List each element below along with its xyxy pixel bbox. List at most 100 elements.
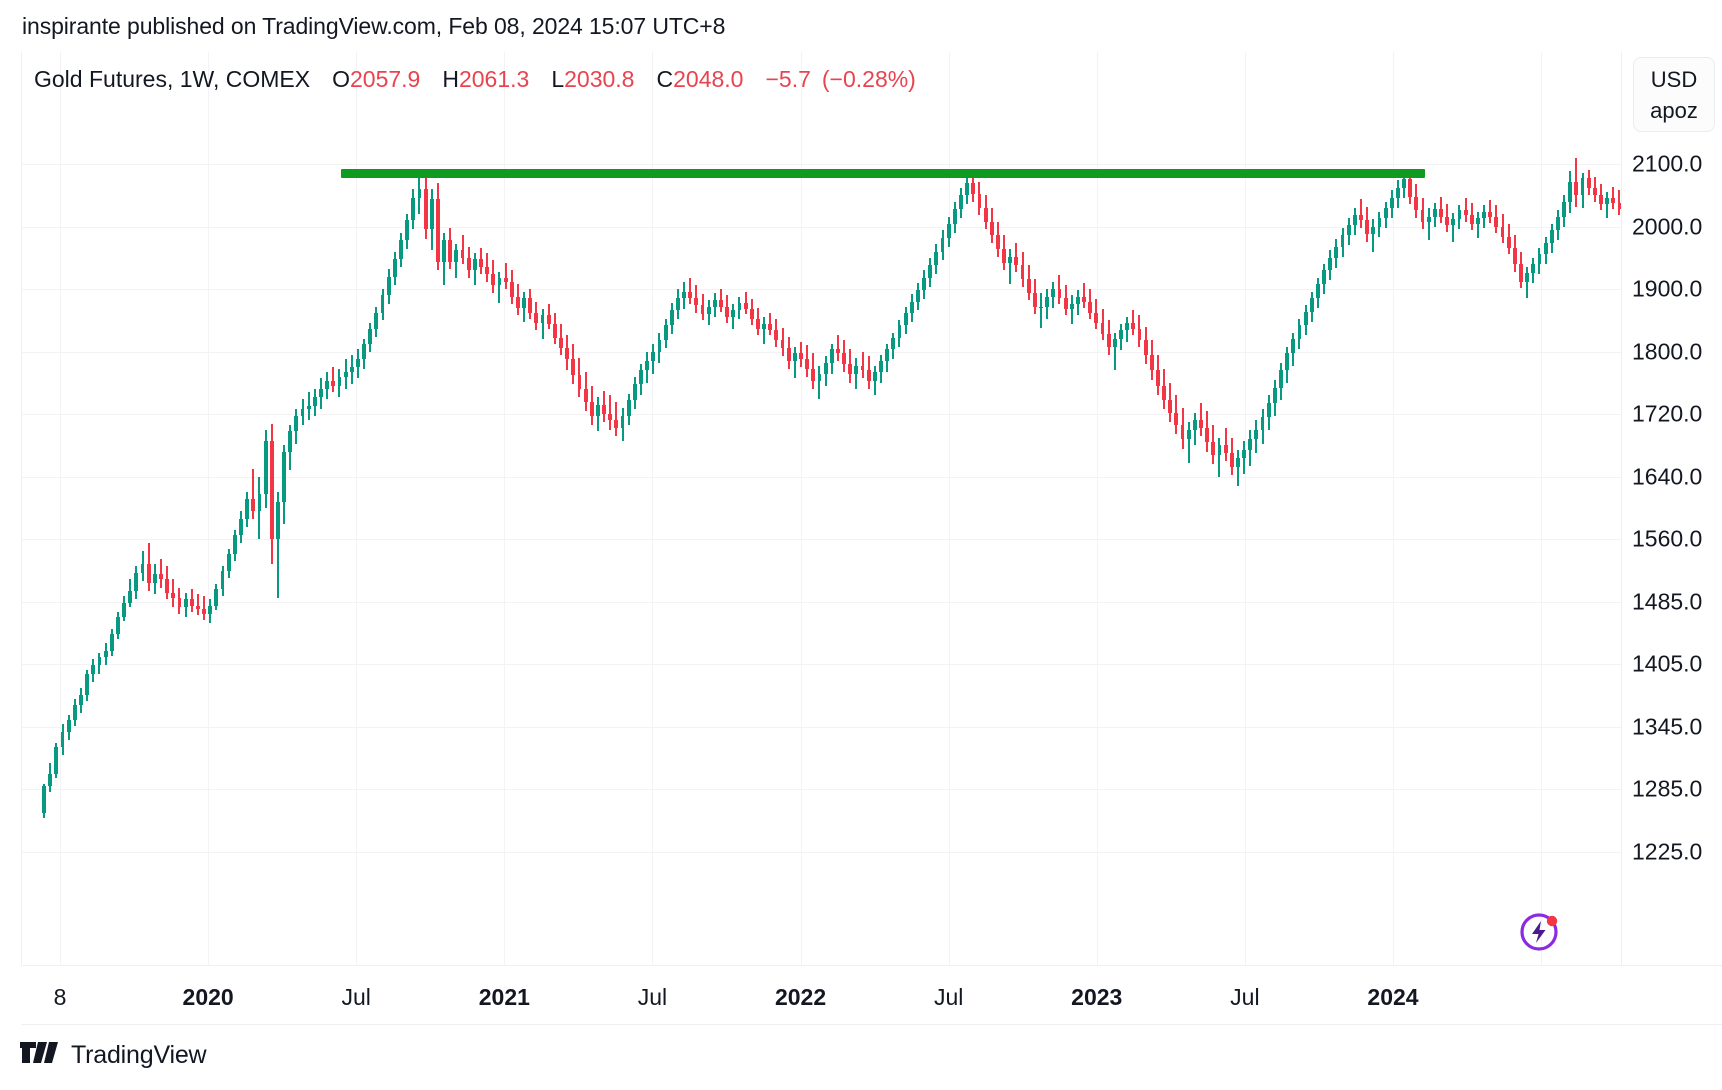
candle-body <box>282 451 286 502</box>
candle-body <box>706 306 711 315</box>
candle-body <box>848 364 853 374</box>
candle-body <box>534 312 539 323</box>
chart-plot-area[interactable] <box>21 52 1621 965</box>
candle-body <box>1082 296 1086 302</box>
candle-body <box>891 337 896 350</box>
resistance-line[interactable] <box>341 169 1425 179</box>
candle-body <box>909 301 914 313</box>
candle-body <box>392 259 397 277</box>
candle-body <box>171 592 176 598</box>
price-tick-label: 1405.0 <box>1632 650 1703 677</box>
vertical-gridline <box>800 52 802 965</box>
candle-body <box>1383 207 1388 218</box>
candle-body <box>1217 445 1222 455</box>
candle-body <box>589 401 594 416</box>
candle-body <box>952 209 957 225</box>
candle-body <box>60 732 65 747</box>
candle-wick <box>1489 200 1492 223</box>
candle-body <box>1180 425 1185 440</box>
candle-wick <box>689 277 692 305</box>
candle-body <box>66 719 71 733</box>
candle-body <box>762 324 766 330</box>
candle-body <box>1236 457 1240 468</box>
candle-body <box>676 297 680 311</box>
horizontal-gridline <box>21 664 1621 666</box>
unit-label: apoz <box>1650 97 1698 123</box>
candle-body <box>1168 400 1173 413</box>
price-tick-label: 1640.0 <box>1632 463 1703 490</box>
candle-body <box>916 290 920 302</box>
candle-body <box>528 297 533 313</box>
candle-body <box>516 296 520 308</box>
candle-wick <box>1200 403 1202 437</box>
candle-body <box>1272 387 1277 404</box>
vertical-gridline <box>208 52 210 965</box>
candle-body <box>1500 226 1505 237</box>
candle-body <box>239 518 243 535</box>
horizontal-gridline <box>21 289 1621 291</box>
candle-body <box>694 297 699 306</box>
candle-body <box>109 633 114 652</box>
candle-body <box>1162 386 1166 401</box>
candle-body <box>423 189 428 230</box>
candle-body <box>743 302 748 310</box>
candle-body <box>1519 264 1523 282</box>
candle-body <box>1322 270 1326 285</box>
candle-wick <box>203 595 206 620</box>
time-axis[interactable]: 8 2020 Jul 2021 Jul 2022 Jul 2023 Jul 2024 <box>21 965 1722 1025</box>
candle-wick <box>1218 437 1221 477</box>
candle-body <box>386 276 391 296</box>
horizontal-gridline <box>21 164 1621 165</box>
candle-body <box>1420 210 1425 222</box>
candle-body <box>602 404 606 415</box>
candle-wick <box>1187 422 1190 463</box>
candle-body <box>786 347 791 361</box>
candle-body <box>780 340 785 348</box>
horizontal-gridline <box>21 226 1621 228</box>
candle-body <box>946 224 951 238</box>
candle-body <box>1580 177 1585 196</box>
candle-wick <box>461 235 464 265</box>
candle-body <box>872 371 877 382</box>
price-tick-label: 1800.0 <box>1632 338 1703 365</box>
candle-body <box>1346 225 1351 236</box>
candle-body <box>737 302 742 311</box>
candle-body <box>1100 322 1105 335</box>
candle-body <box>177 597 182 608</box>
candle-body <box>928 265 933 278</box>
candle-body <box>842 353 846 365</box>
candle-body <box>128 590 133 603</box>
candle-body <box>152 574 157 583</box>
candle-body <box>1205 428 1210 443</box>
candle-body <box>559 337 563 348</box>
candle-body <box>331 381 336 387</box>
lightning-badge-icon[interactable] <box>1518 908 1564 954</box>
legend-symbol[interactable]: Gold Futures, 1W, COMEX <box>34 66 311 92</box>
candle-body <box>1051 289 1056 297</box>
candle-body <box>1592 187 1597 196</box>
candle-body <box>1562 201 1566 217</box>
vertical-gridline <box>1096 52 1098 965</box>
candle-body <box>657 340 662 352</box>
candle-body <box>522 297 526 308</box>
candle-body <box>485 266 490 275</box>
candle-body <box>805 359 810 369</box>
candle-wick <box>1083 282 1086 308</box>
candle-wick <box>1040 292 1042 328</box>
candle-body <box>879 361 883 372</box>
candle-body <box>1279 370 1283 388</box>
candle-wick <box>1372 219 1375 252</box>
price-tick-label: 2000.0 <box>1632 213 1703 240</box>
candle-body <box>897 325 902 338</box>
time-tick-label: 2023 <box>1071 984 1123 1010</box>
candle-body <box>1094 312 1099 323</box>
candle-wick <box>818 365 821 399</box>
candle-wick <box>1236 450 1239 487</box>
candle-body <box>1045 296 1050 307</box>
candle-wick <box>1113 332 1116 371</box>
price-axis[interactable]: 2100.0 2000.0 1900.0 1800.0 1720.0 1640.0 1560… <box>1621 52 1722 965</box>
candle-wick <box>732 304 735 330</box>
candle-body <box>116 616 120 634</box>
candle-wick <box>1224 428 1227 462</box>
candle-body <box>399 240 403 260</box>
